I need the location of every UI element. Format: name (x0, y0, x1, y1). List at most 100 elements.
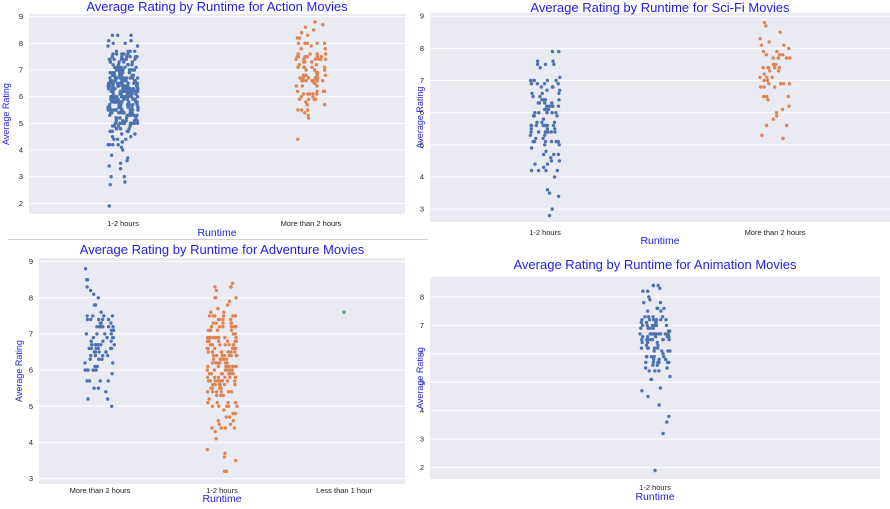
data-point (132, 113, 136, 118)
data-point (211, 357, 216, 361)
data-point (656, 283, 660, 288)
data-point (111, 81, 116, 86)
data-point (536, 168, 541, 173)
data-point (101, 325, 105, 329)
data-point (227, 299, 232, 304)
data-point (535, 82, 540, 86)
data-point (230, 281, 235, 285)
data-point (119, 57, 124, 61)
data-point (543, 98, 548, 102)
data-point (536, 130, 541, 134)
x-tick-label: 1-2 hours (206, 486, 238, 495)
data-point (128, 87, 132, 91)
data-point (552, 62, 556, 67)
data-point (302, 73, 307, 78)
data-point (110, 100, 114, 104)
data-point (784, 123, 789, 128)
chart-title: Average Rating by Runtime for Sci-Fi Mov… (530, 0, 790, 15)
data-point (118, 161, 123, 165)
data-point (665, 335, 670, 339)
data-point (235, 404, 239, 408)
data-point (296, 52, 300, 56)
data-point (667, 414, 671, 419)
data-point (131, 121, 136, 126)
data-point (217, 325, 222, 329)
data-point (117, 84, 121, 88)
data-point (557, 91, 561, 96)
data-point (228, 422, 233, 426)
data-point (134, 92, 138, 96)
data-point (234, 335, 238, 340)
data-point (127, 68, 132, 72)
data-point (107, 164, 111, 168)
data-point (323, 47, 327, 51)
data-point (126, 52, 130, 56)
data-point (660, 349, 664, 353)
y-tick-label: 6 (29, 366, 33, 375)
data-point (233, 411, 238, 416)
data-point (528, 78, 533, 83)
data-point (528, 133, 533, 137)
data-point (788, 56, 792, 60)
data-point (306, 76, 311, 80)
data-point (778, 30, 782, 34)
data-point (124, 116, 129, 120)
data-point (768, 69, 772, 73)
data-point (131, 87, 135, 91)
chart-title: Average Rating by Runtime for Action Mov… (86, 0, 348, 14)
data-point (214, 321, 218, 325)
data-point (111, 328, 116, 332)
data-point (206, 390, 210, 394)
x-tick-label: 1-2 hours (107, 219, 139, 228)
data-point (640, 318, 644, 322)
data-point (546, 107, 550, 112)
data-point (649, 332, 654, 336)
data-point (110, 55, 115, 59)
data-point (99, 343, 103, 347)
x-tick-label: 1-2 hours (639, 483, 671, 492)
data-point (86, 397, 90, 401)
data-point (664, 323, 669, 328)
y-tick-label: 5 (19, 119, 23, 128)
data-point (214, 437, 218, 441)
data-point (125, 159, 129, 163)
data-point (229, 350, 233, 354)
y-tick-label: 2 (19, 199, 23, 208)
data-point (550, 101, 554, 105)
data-point (558, 75, 562, 80)
data-point (122, 52, 126, 56)
data-point (312, 28, 316, 32)
data-point (108, 79, 113, 83)
y-tick-label: 3 (420, 435, 424, 444)
y-axis-label: Average Rating (14, 340, 24, 402)
data-point (529, 82, 533, 86)
data-point (122, 97, 126, 102)
data-point (305, 108, 310, 112)
data-point (135, 81, 140, 86)
data-point (218, 343, 222, 347)
data-point (109, 111, 113, 115)
data-point (114, 119, 119, 123)
data-point (102, 314, 106, 318)
y-tick-label: 9 (19, 12, 23, 21)
data-point (558, 88, 562, 92)
data-point (111, 97, 116, 102)
data-point (132, 119, 137, 123)
y-axis-label: Average Rating (415, 87, 425, 149)
x-axis-label: Runtime (640, 235, 679, 247)
data-point (295, 55, 299, 59)
data-point (225, 303, 230, 307)
chart-action-svg: 2 3 4 5 6 7 8 9 1-2 hours More than 2 hours Averag… (1, 0, 405, 239)
data-point (97, 317, 101, 322)
data-point (324, 57, 328, 61)
data-point (227, 364, 231, 369)
data-point (135, 84, 139, 88)
data-point (206, 350, 211, 354)
data-point (662, 355, 666, 359)
data-point (129, 33, 133, 37)
data-point (217, 317, 222, 322)
data-point (106, 353, 110, 358)
data-point (530, 91, 534, 96)
data-point (125, 89, 129, 94)
data-point (666, 360, 670, 365)
